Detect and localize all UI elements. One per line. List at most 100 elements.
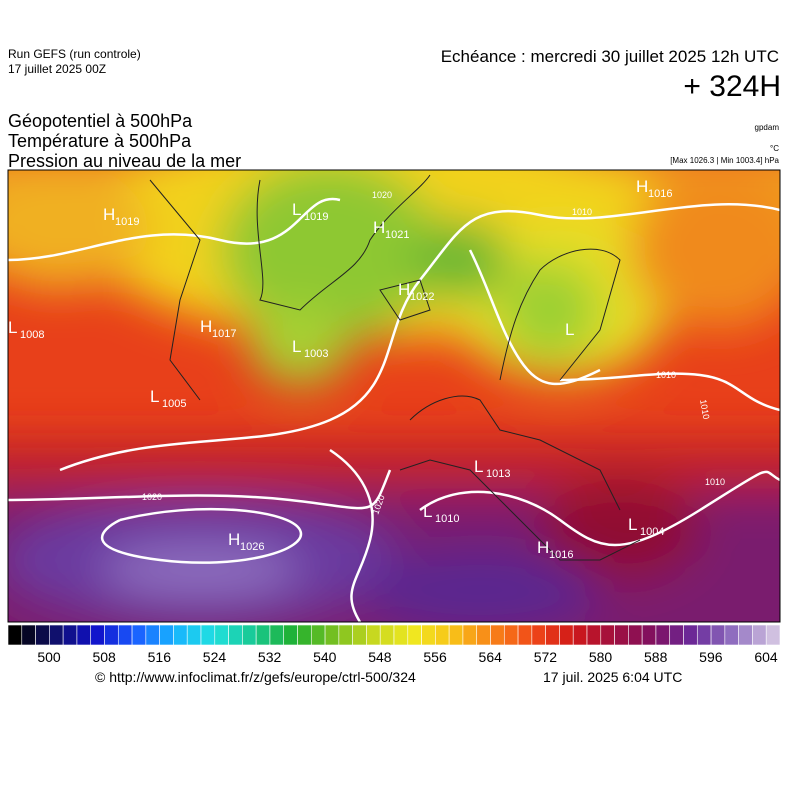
unit-label: [Max 1026.3 | Min 1003.4] hPa <box>670 156 779 165</box>
colorbar-swatch <box>628 624 643 646</box>
colorbar-swatch <box>669 624 684 646</box>
isobar-label: 1010 <box>705 477 725 487</box>
colorbar-swatch <box>614 624 629 646</box>
colorbar-swatch <box>117 624 133 646</box>
colorbar-swatch <box>559 624 574 646</box>
center-letter: H <box>537 538 549 557</box>
colorbar-tick-label: 516 <box>148 649 172 665</box>
pressure-center: H 1022 <box>398 280 434 303</box>
colorbar-swatch <box>297 624 312 646</box>
isobar-label: 1010 <box>698 399 711 420</box>
center-pressure: 1016 <box>648 188 672 200</box>
center-pressure: 1019 <box>304 211 328 223</box>
colorbar-tick-label: 572 <box>534 649 558 665</box>
colorbar-tick-label: 564 <box>479 649 503 665</box>
center-pressure: 1019 <box>115 216 139 228</box>
center-letter: L <box>292 337 301 356</box>
colorbar-swatch <box>586 624 602 646</box>
colorbar-swatch <box>324 624 340 646</box>
center-letter: L <box>474 457 483 476</box>
colorbar-swatch <box>448 624 464 646</box>
unit-label: °C <box>770 144 779 153</box>
colorbar-swatch <box>7 624 23 646</box>
pressure-center: L 1008 <box>8 318 44 341</box>
colorbar-swatch <box>765 624 781 646</box>
colorbar-swatch <box>393 624 409 646</box>
map-frame <box>7 169 781 623</box>
run-date: 17 juillet 2025 00Z <box>8 62 106 76</box>
colorbar-swatch <box>407 624 422 646</box>
colorbar-swatch <box>655 624 671 646</box>
center-pressure: 1005 <box>162 398 186 410</box>
unit-label: gpdam <box>755 123 780 132</box>
center-pressure: 1026 <box>240 541 264 553</box>
pressure-center: H 1021 <box>373 218 409 241</box>
colorbar-swatch <box>145 624 160 646</box>
colorbar-swatch <box>62 624 78 646</box>
colorbar-swatch <box>131 624 147 646</box>
colorbar-tick-label: 548 <box>368 649 392 665</box>
colorbar-swatch <box>352 624 367 646</box>
colorbar-swatch <box>462 624 478 646</box>
colorbar-swatch <box>173 624 188 646</box>
center-letter: H <box>373 218 385 237</box>
center-pressure: 1022 <box>410 291 434 303</box>
run-name: Run GEFS (run controle) <box>8 47 141 61</box>
pressure-center: H 1017 <box>200 317 236 340</box>
colorbar-swatch <box>545 624 560 646</box>
pressure-center: L <box>565 320 574 339</box>
pressure-center: L 1004 <box>628 515 664 538</box>
isobar-label: 1020 <box>142 492 162 502</box>
center-letter: H <box>636 177 648 196</box>
colorbar-tick-label: 532 <box>258 649 282 665</box>
isobar-label: 1020 <box>372 190 392 200</box>
colorbar-swatch <box>572 624 588 646</box>
colorbar-tick-label: 588 <box>644 649 668 665</box>
colorbar-swatch <box>269 624 285 646</box>
colorbar-swatch <box>366 624 381 646</box>
colorbar-swatch <box>76 624 92 646</box>
colorbar-swatch <box>21 624 36 646</box>
pressure-center: L 1019 <box>292 200 328 223</box>
colorbar-swatch <box>49 624 64 646</box>
colorbar-tick-label: 500 <box>37 649 61 665</box>
center-letter: H <box>228 530 240 549</box>
colorbar-tick-label: 556 <box>423 649 447 665</box>
colorbar-swatch <box>159 624 174 646</box>
center-letter: L <box>8 318 17 337</box>
center-letter: L <box>565 320 574 339</box>
colorbar-swatch <box>421 624 436 646</box>
colorbar-swatch <box>435 624 450 646</box>
colorbar-tick-label: 596 <box>699 649 723 665</box>
center-pressure: 1013 <box>486 468 510 480</box>
field-name: Géopotentiel à 500hPa <box>8 111 193 131</box>
colorbar-swatch <box>696 624 712 646</box>
center-letter: L <box>423 502 432 521</box>
colorbar-swatch <box>600 624 615 646</box>
colorbar-swatch <box>490 624 505 646</box>
colorbar-swatch <box>228 624 243 646</box>
center-letter: L <box>292 200 301 219</box>
generated-time: 17 juil. 2025 6:04 UTC <box>543 669 682 685</box>
colorbar-tick-label: 524 <box>203 649 227 665</box>
colorbar-swatch <box>186 624 202 646</box>
center-pressure: 1017 <box>212 328 236 340</box>
center-pressure: 1003 <box>304 348 328 360</box>
coastlines <box>149 174 641 561</box>
colorbar-swatch <box>752 624 767 646</box>
pressure-center: L 1005 <box>150 387 186 410</box>
pressure-center: H 1016 <box>636 177 672 200</box>
pressure-center: H 1019 <box>103 205 139 228</box>
colorbar-tick-label: 580 <box>589 649 613 665</box>
pressure-center: H 1026 <box>228 530 264 553</box>
center-pressure: 1021 <box>385 229 409 241</box>
colorbar-tick-label: 604 <box>754 649 778 665</box>
colorbar-swatch <box>379 624 395 646</box>
pressure-center: L 1013 <box>474 457 510 480</box>
isobar-label: 1010 <box>572 207 592 217</box>
colorbar-swatch <box>724 624 739 646</box>
lead-time: + 324H <box>683 70 781 103</box>
center-pressure: 1004 <box>640 526 664 538</box>
